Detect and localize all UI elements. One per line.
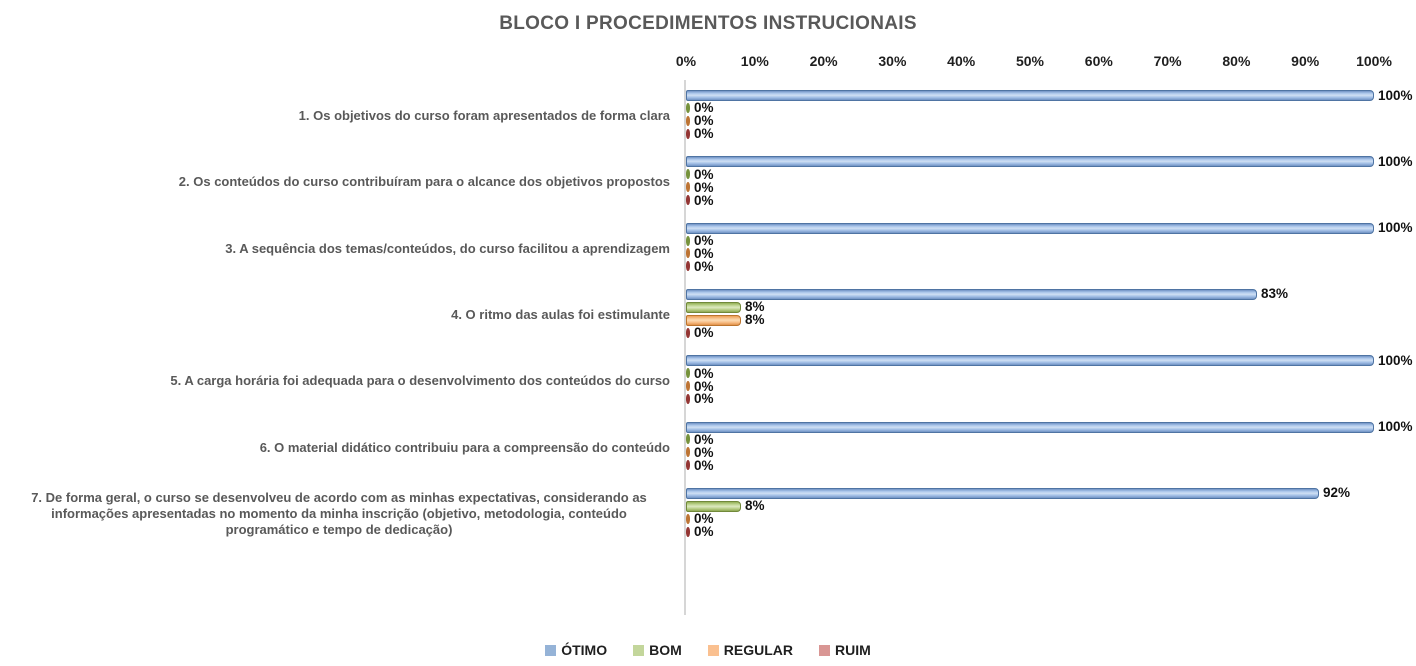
category-label: 2. Os conteúdos do curso contribuíram pa… — [178, 174, 670, 190]
x-axis-tick-label: 20% — [809, 53, 838, 69]
legend-label: ÓTIMO — [561, 642, 608, 658]
legend-swatch — [545, 644, 557, 656]
bar-bom — [686, 235, 690, 246]
bar-ótimo — [686, 222, 1374, 234]
bar-data-label: 83% — [1261, 286, 1289, 302]
bar-data-label: 8% — [745, 299, 765, 315]
bar-data-label: 100% — [1378, 419, 1413, 434]
bar-data-label: 0% — [694, 444, 714, 460]
x-axis-tick-label: 30% — [878, 53, 907, 69]
category-label: 3. A sequência dos temas/conteúdos, do c… — [225, 240, 670, 256]
bar-data-label: 0% — [694, 126, 714, 142]
bar-ótimo — [686, 421, 1374, 433]
y-axis-line — [684, 80, 686, 615]
category-label: 5. A carga horária foi adequada para o d… — [170, 373, 670, 389]
bar-data-label: 0% — [694, 511, 714, 527]
bar-data-label: 0% — [694, 166, 714, 182]
bar-bom — [686, 500, 742, 512]
chart-title: BLOCO I PROCEDIMENTOS INSTRUCIONAIS — [499, 13, 917, 34]
bar-bom — [686, 368, 690, 379]
bar-data-label: 100% — [1378, 220, 1413, 236]
legend-item: ÓTIMO — [545, 642, 607, 658]
bar-regular — [686, 115, 690, 126]
legend-label: REGULAR — [723, 642, 793, 658]
legend-label: BOM — [649, 642, 682, 658]
bar-data-label: 0% — [694, 258, 714, 274]
bar-ruim — [686, 393, 690, 404]
bar-bom — [686, 434, 690, 445]
bar-bom — [686, 102, 690, 113]
bar-ótimo — [686, 90, 1374, 101]
bar-ótimo — [686, 156, 1374, 168]
x-axis-tick-label: 60% — [1084, 53, 1113, 69]
x-axis-tick-label: 0% — [675, 53, 697, 69]
legend-label: RUIM — [835, 642, 871, 658]
bar-ótimo — [686, 355, 1374, 367]
bar-data-label: 0% — [694, 245, 714, 261]
category-label: 4. O ritmo das aulas foi estimulante — [451, 306, 670, 322]
bar-regular — [686, 447, 690, 458]
legend: ÓTIMO BOM REGULAR RUIM — [0, 642, 1416, 658]
bar-data-label: 0% — [694, 378, 714, 394]
x-axis-tick-label: 10% — [740, 53, 769, 69]
legend-swatch — [633, 644, 645, 656]
bar-ruim — [686, 261, 690, 272]
bar-data-label: 0% — [694, 192, 714, 208]
bar-ruim — [686, 327, 690, 338]
bar-data-label: 0% — [694, 391, 714, 407]
x-axis-tick-label: 100% — [1356, 53, 1392, 69]
bar-data-label: 0% — [694, 431, 714, 447]
bar-ruim — [686, 526, 690, 537]
legend-item: REGULAR — [707, 642, 793, 658]
bar-data-label: 0% — [694, 233, 714, 248]
bar-ruim — [686, 460, 690, 471]
bar-data-label: 0% — [694, 457, 714, 473]
legend-swatch — [707, 644, 719, 656]
bar-data-label: 0% — [694, 524, 714, 539]
category-label: 7. De forma geral, o curso se desenvolve… — [31, 489, 647, 537]
legend-item: RUIM — [819, 642, 871, 658]
bar-ótimo — [686, 288, 1258, 300]
bar-bom — [686, 301, 742, 313]
bar-data-label: 0% — [694, 179, 714, 195]
x-axis-tick-label: 50% — [1015, 53, 1045, 69]
bar-ruim — [686, 195, 690, 205]
bar-data-label: 8% — [745, 498, 765, 514]
legend-swatch — [819, 644, 830, 656]
bar-ruim — [686, 128, 690, 139]
bar-data-label: 0% — [694, 100, 714, 116]
bar-data-label: 8% — [745, 312, 765, 328]
x-axis-tick-label: 90% — [1291, 53, 1320, 69]
bar-regular — [686, 314, 742, 326]
x-axis-tick-label: 80% — [1222, 53, 1251, 69]
bar-data-label: 0% — [694, 113, 714, 129]
bar-regular — [686, 381, 690, 391]
bar-regular — [686, 513, 690, 524]
bar-data-label: 100% — [1378, 153, 1413, 169]
bar-data-label: 100% — [1378, 87, 1413, 103]
x-axis-tick-label: 40% — [947, 53, 976, 69]
category-label: 1. Os objetivos do curso foram apresenta… — [298, 108, 670, 123]
x-axis-tick-label: 70% — [1153, 53, 1182, 69]
category-label: 6. O material didático contribuiu para a… — [259, 439, 670, 455]
bar-regular — [686, 182, 690, 193]
bar-bom — [686, 169, 690, 180]
bar-data-label: 92% — [1322, 485, 1350, 501]
bar-regular — [686, 248, 690, 259]
bar-data-label: 0% — [694, 365, 714, 381]
legend-item: BOM — [633, 642, 682, 658]
bar-data-label: 0% — [694, 325, 714, 341]
bar-ótimo — [686, 487, 1319, 499]
bar-data-label: 100% — [1378, 352, 1413, 368]
